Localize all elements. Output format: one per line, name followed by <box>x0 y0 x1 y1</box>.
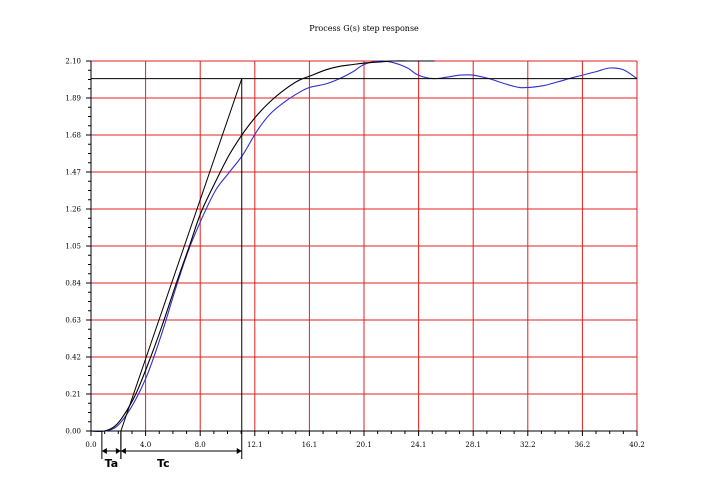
y-tick-label: 1.47 <box>65 169 81 177</box>
grid <box>91 60 638 431</box>
y-tick-label: 0.84 <box>65 280 81 288</box>
y-tick-label: 0.63 <box>65 317 81 325</box>
x-tick-label: 32.2 <box>520 441 536 449</box>
ta-label: Ta <box>105 457 119 470</box>
x-tick-label: 0.0 <box>85 441 96 449</box>
y-tick-label: 1.05 <box>65 243 81 251</box>
y-tick-label: 1.26 <box>65 206 81 214</box>
x-tick-label: 20.1 <box>356 441 372 449</box>
annotations: Ta Tc <box>91 78 637 470</box>
series-lines <box>90 60 638 432</box>
ta-arrowhead-left <box>101 448 107 454</box>
y-axis-ticks: 0.00 0.21 0.42 0.63 0.84 1.05 1.26 1.47 1.68 1.89… <box>65 58 91 436</box>
x-tick-label: 24.1 <box>411 441 427 449</box>
y-tick-label: 0.00 <box>65 428 81 436</box>
x-tick-label: 40.2 <box>629 441 645 449</box>
y-tick-label: 2.10 <box>65 58 81 66</box>
x-tick-label: 28.1 <box>465 441 481 449</box>
y-tick-label: 1.68 <box>65 132 81 140</box>
x-axis-ticks: 0.0 4.0 8.0 12.1 16.1 20.1 24.1 28.1 32.2 36.2 40.… <box>85 431 645 449</box>
y-tick-label: 0.21 <box>65 391 81 399</box>
tc-arrowhead-left <box>120 448 126 454</box>
x-tick-label: 16.1 <box>302 441 318 449</box>
x-tick-label: 36.2 <box>575 441 591 449</box>
x-tick-label: 12.1 <box>247 441 263 449</box>
series-line-black <box>90 60 435 432</box>
y-tick-label: 1.89 <box>65 95 81 103</box>
tangent-line <box>120 78 243 432</box>
x-tick-label: 8.0 <box>195 441 206 449</box>
chart-title: Process G(s) step response <box>309 24 419 33</box>
x-tick-label: 4.0 <box>140 441 151 449</box>
tc-arrowhead-right <box>236 448 242 454</box>
series-line-blue <box>90 60 638 432</box>
y-tick-label: 0.42 <box>65 354 81 362</box>
ta-arrowhead-right <box>115 448 121 454</box>
tc-label: Tc <box>157 457 170 470</box>
